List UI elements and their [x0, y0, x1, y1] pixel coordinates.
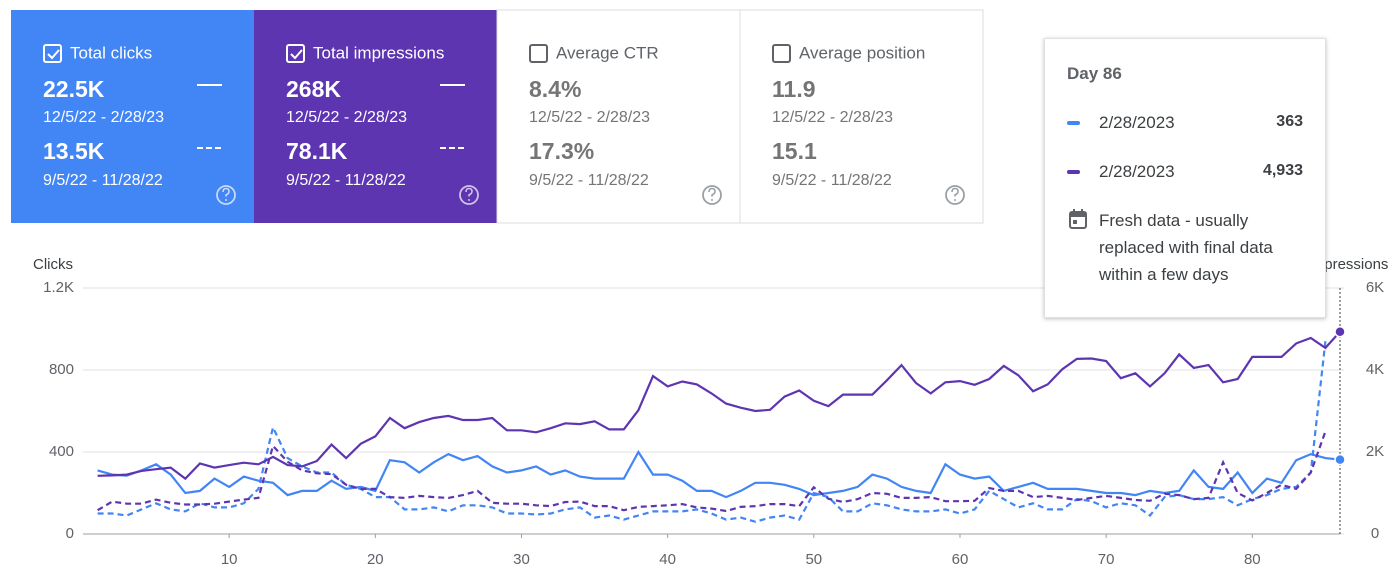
tooltip-note: Fresh data - usually replaced with final… [1099, 211, 1273, 284]
y-axis-label: Clicks [33, 256, 73, 273]
series-line [97, 431, 1327, 513]
checkbox[interactable] [43, 44, 62, 63]
tooltip-row: 2/28/2023 363 [1067, 111, 1303, 135]
current-range: 12/5/22 - 2/28/23 [43, 109, 164, 126]
series-line [97, 341, 1327, 523]
tooltip-row: 2/28/2023 4,933 [1067, 160, 1303, 184]
x-tick-label: 50 [805, 551, 822, 568]
checkbox-box [286, 44, 305, 63]
metric-card[interactable]: Total clicks 22.5K 12/5/22 - 2/28/23 13.5K 9… [11, 10, 254, 223]
metric-card[interactable]: Average CTR 8.4% 12/5/22 - 2/28/23 17.3% 9/5… [496, 9, 741, 224]
help-icon[interactable] [459, 185, 479, 205]
current-range: 12/5/22 - 2/28/23 [529, 109, 650, 126]
series-line [97, 330, 1341, 481]
checkbox-check [290, 49, 303, 60]
checkbox[interactable] [286, 44, 305, 63]
y2-axis-label: Impressions [1308, 256, 1389, 273]
help-mark [951, 187, 959, 197]
checkbox-box [43, 44, 62, 63]
card-title: Total clicks [70, 43, 152, 62]
hover-point [1334, 453, 1346, 466]
x-tick-label: 80 [1244, 551, 1261, 568]
help-dot [954, 199, 956, 201]
card-title: Average position [799, 43, 925, 62]
x-tick-label: 40 [659, 551, 676, 568]
tooltip-date: 2/28/2023 [1099, 162, 1175, 181]
y2-tick-label: 4K [1366, 361, 1384, 378]
help-dot [711, 199, 713, 201]
checkbox-box [529, 44, 548, 63]
help-icon[interactable] [945, 185, 965, 205]
previous-range: 9/5/22 - 11/28/22 [772, 172, 892, 189]
previous-value: 78.1K [286, 138, 348, 164]
calendar-icon [1069, 209, 1087, 229]
x-tick-label: 60 [952, 551, 969, 568]
x-tick-label: 30 [513, 551, 530, 568]
previous-value: 13.5K [43, 138, 105, 164]
help-mark [222, 187, 230, 197]
series-swatch [1067, 121, 1080, 125]
metric-card[interactable]: Average position 11.9 12/5/22 - 2/28/23 15.… [739, 9, 984, 224]
tooltip-date: 2/28/2023 [1099, 113, 1175, 132]
checkbox-check [47, 49, 60, 60]
y-tick-label: 800 [49, 361, 74, 378]
current-value: 268K [286, 76, 341, 102]
y2-tick-label: 2K [1366, 443, 1384, 460]
current-value: 8.4% [529, 76, 581, 102]
help-icon[interactable] [216, 185, 236, 205]
tooltip: Day 86 Fresh data - usually replaced wit… [1044, 38, 1326, 318]
help-mark [708, 187, 716, 197]
card-title: Total impressions [313, 43, 444, 62]
metric-card[interactable]: Total impressions 268K 12/5/22 - 2/28/23 78… [254, 10, 497, 223]
help-circle [459, 185, 479, 205]
y-tick-label: 400 [49, 443, 74, 460]
current-value: 22.5K [43, 76, 105, 102]
previous-range: 9/5/22 - 11/28/22 [43, 172, 163, 189]
previous-range: 9/5/22 - 11/28/22 [529, 172, 649, 189]
help-circle [702, 185, 722, 205]
hover-point [1334, 325, 1346, 338]
x-tick-label: 70 [1098, 551, 1115, 568]
help-icon[interactable] [702, 185, 722, 205]
tooltip-value: 363 [1276, 113, 1303, 130]
tooltip-title: Day 86 [1067, 64, 1122, 83]
previous-value: 15.1 [772, 138, 817, 164]
y2-tick-label: 0 [1371, 525, 1379, 542]
y-tick-label: 0 [66, 525, 74, 542]
previous-range: 9/5/22 - 11/28/22 [286, 172, 406, 189]
help-dot [468, 199, 470, 201]
y2-tick-label: 6K [1366, 279, 1384, 296]
x-tick-label: 10 [221, 551, 238, 568]
series-swatch [1067, 170, 1080, 174]
card-title: Average CTR [556, 43, 659, 62]
tooltip-value: 4,933 [1262, 162, 1303, 179]
checkbox[interactable] [529, 44, 548, 63]
x-tick-label: 20 [367, 551, 384, 568]
current-value: 11.9 [772, 76, 816, 102]
checkbox-box [772, 44, 791, 63]
series-line [97, 449, 1341, 499]
help-dot [225, 199, 227, 201]
help-circle [945, 185, 965, 205]
previous-value: 17.3% [529, 138, 594, 164]
current-range: 12/5/22 - 2/28/23 [286, 109, 407, 126]
help-mark [465, 187, 473, 197]
y-tick-label: 1.2K [43, 279, 74, 296]
help-circle [216, 185, 236, 205]
checkbox[interactable] [772, 44, 791, 63]
current-range: 12/5/22 - 2/28/23 [772, 109, 893, 126]
